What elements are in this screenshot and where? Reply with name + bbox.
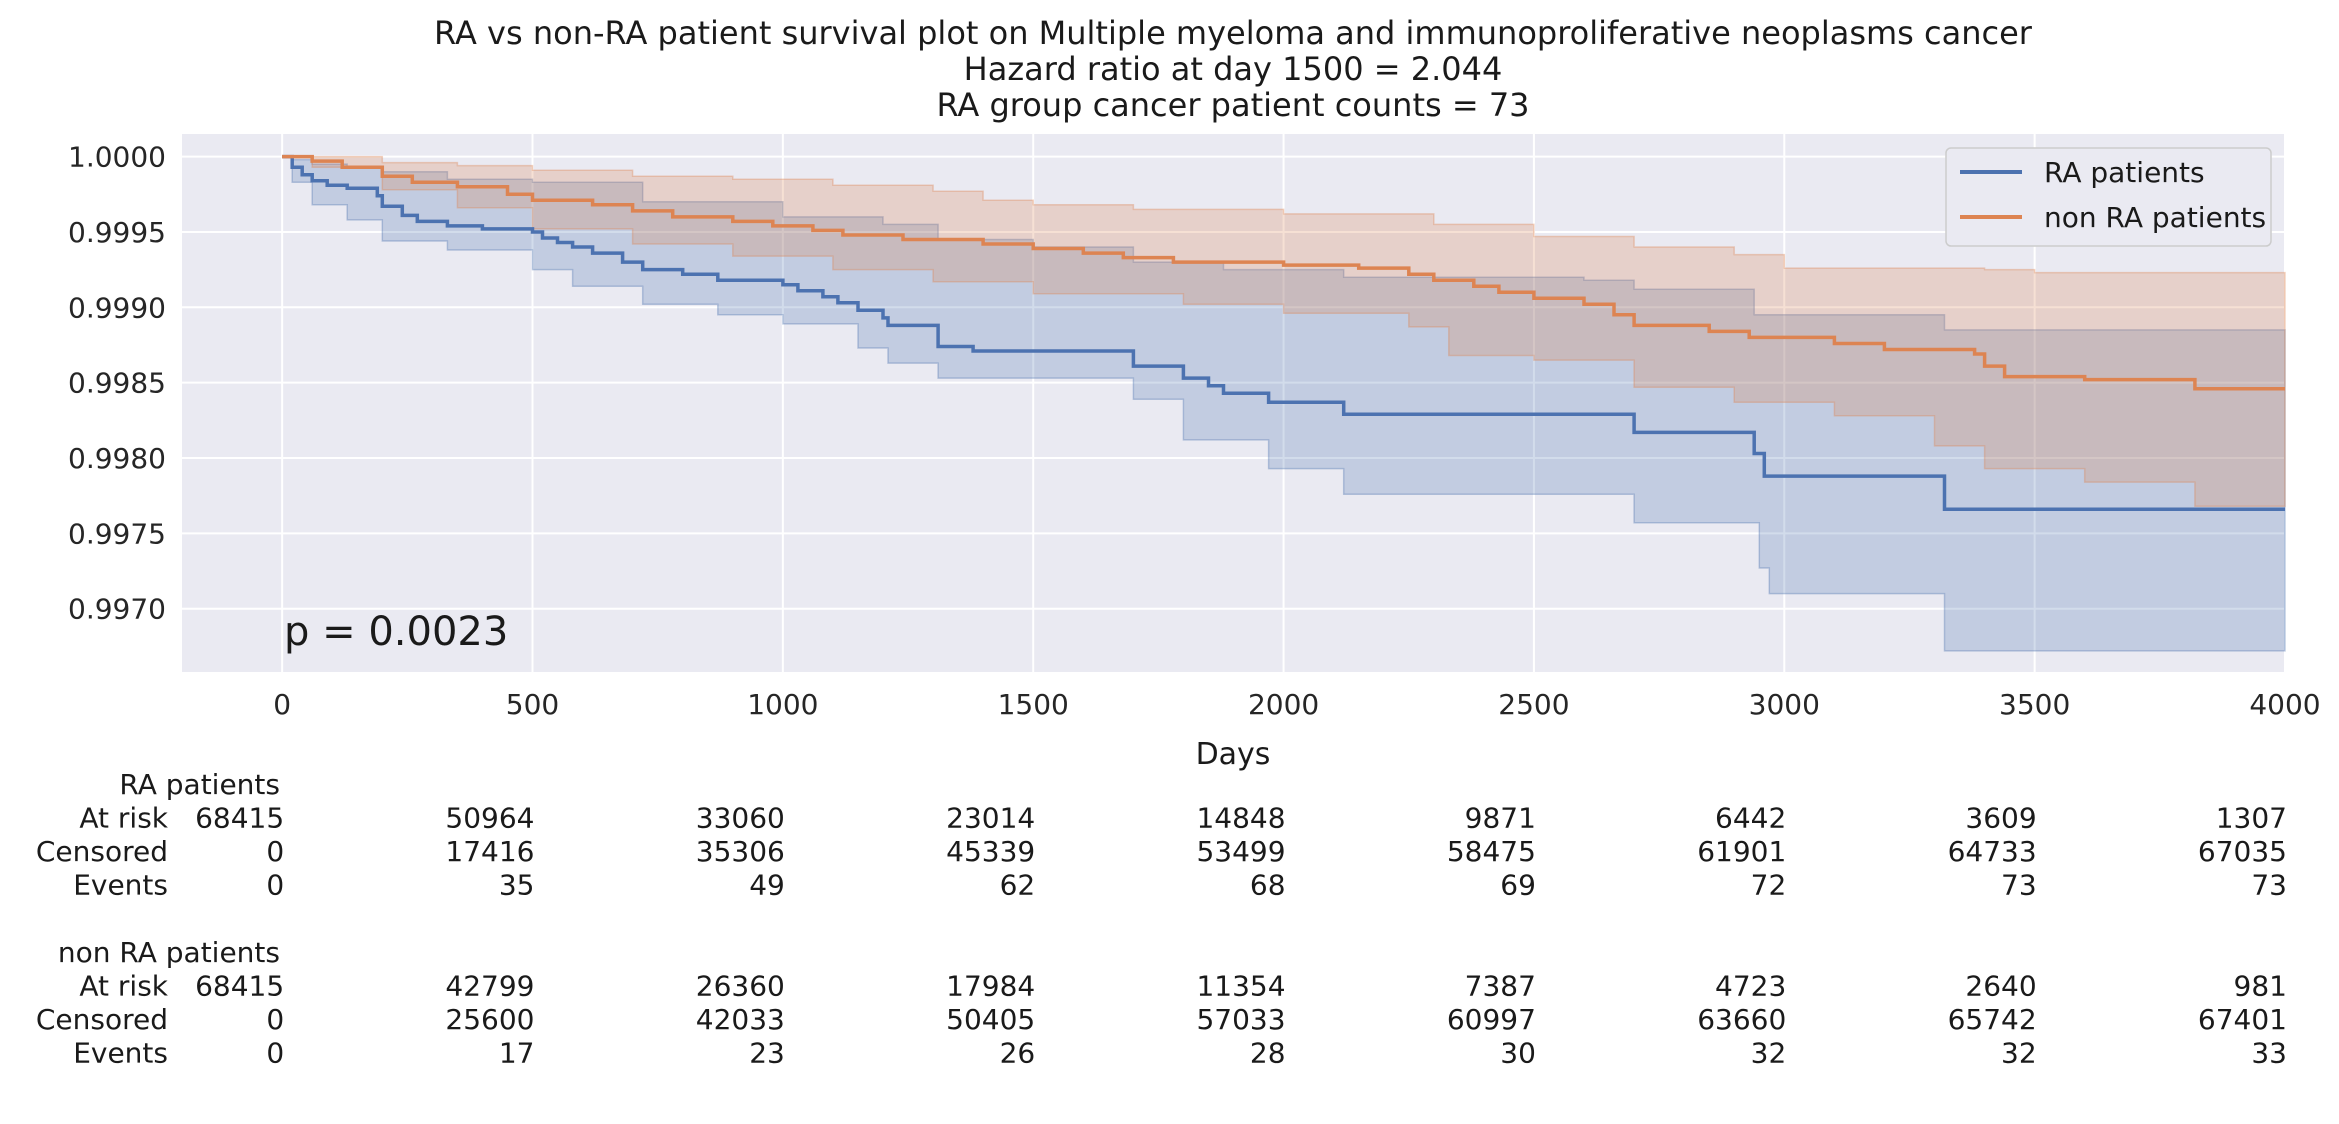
table-cell: 68415 <box>195 802 284 835</box>
table-cell: 23 <box>749 1037 785 1070</box>
table-cell: 58475 <box>1447 835 1536 868</box>
table-cell: 0 <box>266 869 284 902</box>
x-tick-label: 3000 <box>1749 688 1820 721</box>
y-tick-label: 1.0000 <box>68 141 166 174</box>
x-tick-label: 1500 <box>998 688 1069 721</box>
table-cell: 32 <box>2001 1037 2037 1070</box>
table-cell: 50964 <box>445 802 534 835</box>
table-cell: 0 <box>266 835 284 868</box>
table-cell: 11354 <box>1196 970 1285 1003</box>
table-cell: 6442 <box>1715 802 1786 835</box>
table-row-label: At risk <box>79 802 168 835</box>
legend-label-ra: RA patients <box>2044 156 2205 189</box>
table-row-label: Events <box>73 869 168 902</box>
y-tick-label: 0.9975 <box>68 517 166 550</box>
legend-box <box>1945 147 2272 247</box>
table-cell: 69 <box>1500 869 1536 902</box>
table-cell: 67401 <box>2198 1003 2287 1036</box>
x-axis-label: Days <box>1196 737 1271 772</box>
table-cell: 4723 <box>1715 970 1786 1003</box>
chart-subtitle-counts: RA group cancer patient counts = 73 <box>936 86 1529 124</box>
table-cell: 73 <box>2251 869 2287 902</box>
legend: RA patients non RA patients <box>1945 147 2272 247</box>
chart-subtitle-hazard: Hazard ratio at day 1500 = 2.044 <box>964 50 1503 88</box>
table-cell: 67035 <box>2198 835 2287 868</box>
table-cell: 981 <box>2234 970 2287 1003</box>
table-cell: 68415 <box>195 970 284 1003</box>
table-cell: 25600 <box>445 1003 534 1036</box>
table-cell: 33060 <box>696 802 785 835</box>
non-ra-survival-line <box>282 154 2285 391</box>
x-tick-label: 2500 <box>1498 688 1569 721</box>
table-cell: 2640 <box>1965 970 2036 1003</box>
non-ra-confidence-band <box>282 155 2286 507</box>
table-cell: 62 <box>1000 869 1036 902</box>
legend-label-non-ra: non RA patients <box>2044 201 2266 234</box>
y-tick-label: 0.9985 <box>68 367 166 400</box>
table-cell: 60997 <box>1447 1003 1536 1036</box>
x-tick-label: 1000 <box>747 688 818 721</box>
table-row-label: At risk <box>79 970 168 1003</box>
table-cell: 3609 <box>1965 802 2036 835</box>
table-cell: 49 <box>749 869 785 902</box>
table-cell: 35 <box>499 869 535 902</box>
y-tick-label: 0.9970 <box>68 593 166 626</box>
table-group-name: non RA patients <box>58 936 280 969</box>
table-row-label: Censored <box>36 835 168 868</box>
table-cell: 0 <box>266 1037 284 1070</box>
y-tick-label: 0.9990 <box>68 291 166 324</box>
table-cell: 17416 <box>445 835 534 868</box>
x-tick-label: 2000 <box>1248 688 1319 721</box>
y-tick-label: 0.9980 <box>68 442 166 475</box>
table-cell: 0 <box>266 1003 284 1036</box>
table-cell: 33 <box>2251 1037 2287 1070</box>
table-cell: 42033 <box>696 1003 785 1036</box>
table-cell: 26 <box>1000 1037 1036 1070</box>
table-cell: 23014 <box>946 802 1035 835</box>
table-cell: 50405 <box>946 1003 1035 1036</box>
y-tick-label: 0.9995 <box>68 216 166 249</box>
table-row-label: Events <box>73 1037 168 1070</box>
table-cell: 17984 <box>946 970 1035 1003</box>
table-cell: 26360 <box>696 970 785 1003</box>
table-cell: 17 <box>499 1037 535 1070</box>
x-tick-label: 500 <box>506 688 559 721</box>
table-cell: 65742 <box>1948 1003 2037 1036</box>
table-cell: 42799 <box>445 970 534 1003</box>
table-cell: 72 <box>1751 869 1787 902</box>
table-cell: 68 <box>1250 869 1286 902</box>
x-tick-label: 3500 <box>1999 688 2070 721</box>
grid-lines <box>182 134 2286 672</box>
table-cell: 63660 <box>1697 1003 1786 1036</box>
table-cell: 45339 <box>946 835 1035 868</box>
survival-curves <box>282 154 2285 511</box>
table-cell: 61901 <box>1697 835 1786 868</box>
table-cell: 73 <box>2001 869 2037 902</box>
y-tick-labels: 0.9970 0.9975 0.9980 0.9985 0.9990 0.9995 1.00… <box>68 141 166 626</box>
table-cell: 14848 <box>1196 802 1285 835</box>
table-cell: 1307 <box>2216 802 2287 835</box>
table-cell: 28 <box>1250 1037 1286 1070</box>
table-cell: 32 <box>1751 1037 1787 1070</box>
x-tick-label: 4000 <box>2249 688 2320 721</box>
table-cell: 57033 <box>1196 1003 1285 1036</box>
x-tick-label: 0 <box>273 688 291 721</box>
table-row-label: Censored <box>36 1003 168 1036</box>
table-cell: 9871 <box>1465 802 1536 835</box>
table-cell: 53499 <box>1196 835 1285 868</box>
table-cell: 64733 <box>1948 835 2037 868</box>
p-value-annotation: p = 0.0023 <box>284 609 508 655</box>
ra-survival-line <box>282 154 2285 511</box>
table-group-name: RA patients <box>119 768 280 801</box>
table-cell: 35306 <box>696 835 785 868</box>
table-cell: 7387 <box>1465 970 1536 1003</box>
table-cell: 30 <box>1500 1037 1536 1070</box>
chart-title: RA vs non-RA patient survival plot on Mu… <box>434 14 2033 52</box>
x-tick-labels: 0 500 1000 1500 2000 2500 3000 3500 4000 <box>273 688 2320 721</box>
